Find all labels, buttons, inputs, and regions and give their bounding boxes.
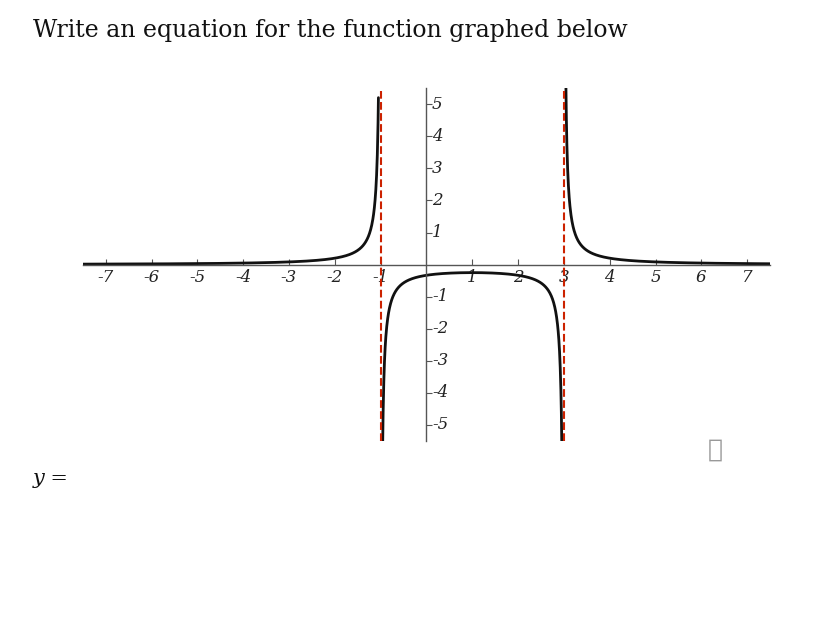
Text: 4: 4 <box>432 128 442 145</box>
Text: y =: y = <box>33 469 69 488</box>
Text: 3: 3 <box>432 160 442 177</box>
Text: -5: -5 <box>432 416 447 433</box>
Text: -2: -2 <box>432 320 447 337</box>
Text: -3: -3 <box>432 352 447 369</box>
Text: ⌕: ⌕ <box>707 438 722 462</box>
Text: -1: -1 <box>432 288 447 305</box>
Text: -4: -4 <box>432 384 447 401</box>
FancyBboxPatch shape <box>12 495 782 608</box>
Text: 5: 5 <box>432 96 442 113</box>
Text: 1: 1 <box>432 224 442 241</box>
Text: Write an equation for the function graphed below: Write an equation for the function graph… <box>33 19 627 42</box>
Text: 2: 2 <box>432 192 442 209</box>
